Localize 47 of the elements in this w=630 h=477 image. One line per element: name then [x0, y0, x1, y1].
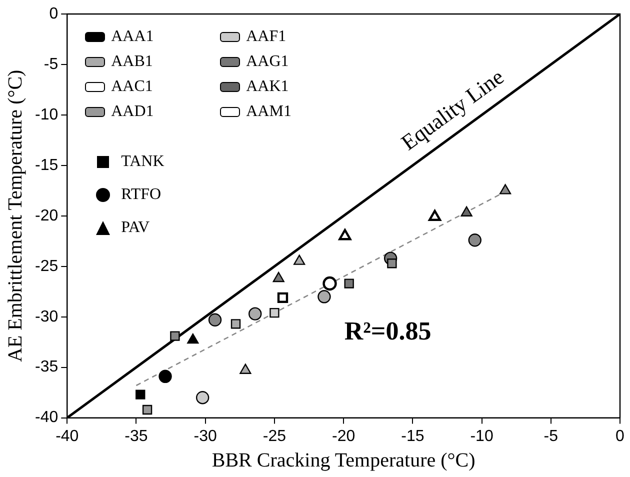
x-axis-title: BBR Cracking Temperature (°C)	[212, 449, 476, 472]
x-tick-label: -35	[124, 428, 148, 445]
point	[187, 333, 199, 344]
point	[270, 308, 280, 318]
point	[196, 391, 210, 404]
legend-label: AAF1	[245, 28, 286, 46]
y-axis-title: AE Embrittlement Temperature (°C)	[4, 70, 26, 362]
y-tick-label: -35	[35, 358, 58, 376]
legend-label: AAK1	[245, 78, 289, 96]
y-tick-label: -5	[44, 56, 58, 73]
x-tick-label: -10	[470, 428, 494, 445]
point	[170, 331, 180, 341]
legend-label: AAB1	[110, 53, 153, 71]
x-tick-label: -5	[544, 428, 558, 445]
y-tick-label: -40	[35, 409, 58, 426]
point	[338, 228, 352, 240]
y-tick-label: -15	[35, 156, 58, 174]
y-tick-label: 0	[49, 5, 58, 22]
x-tick-label: -20	[332, 428, 356, 445]
legend-label: AAM1	[245, 103, 292, 121]
legend-label: AAD1	[110, 103, 154, 121]
x-tick-label: -30	[194, 428, 218, 445]
legend-label: AAC1	[110, 78, 153, 96]
x-tick-label: 0	[616, 428, 625, 445]
x-tick-label: -40	[56, 428, 79, 445]
legend-label: PAV	[120, 219, 150, 237]
point	[272, 272, 284, 282]
point	[344, 278, 354, 288]
x-tick-label: -25	[262, 428, 286, 445]
legend-label: AAG1	[245, 53, 289, 71]
point	[318, 290, 331, 304]
y-tick-label: -25	[35, 258, 58, 275]
point	[387, 258, 397, 268]
point	[142, 404, 152, 415]
point	[158, 370, 172, 384]
y-tick-label: -10	[35, 106, 58, 124]
legend-label: RTFO	[120, 186, 162, 204]
annotation: R²=0.85	[344, 316, 432, 346]
legend-label: TANK	[120, 153, 164, 171]
y-tick-label: -20	[35, 207, 58, 224]
point	[428, 210, 442, 222]
point	[136, 390, 146, 400]
y-tick-label: -30	[35, 308, 58, 326]
point	[248, 307, 262, 320]
x-tick-label: -15	[401, 428, 424, 445]
legend-label: AAA1	[110, 28, 154, 46]
point	[460, 206, 472, 216]
